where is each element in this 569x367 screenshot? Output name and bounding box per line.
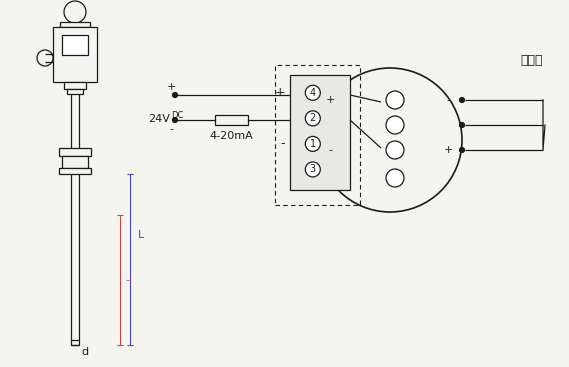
Bar (60, 22, 90, 27)
Text: -: - (281, 137, 285, 150)
Text: +: + (274, 86, 285, 99)
Text: -: - (328, 145, 332, 155)
Bar (71, 340, 79, 345)
Circle shape (306, 111, 320, 126)
Circle shape (460, 123, 464, 127)
Text: DC: DC (171, 112, 183, 120)
Bar (62, 35, 88, 55)
Text: +: + (443, 145, 453, 155)
Circle shape (306, 137, 320, 152)
Circle shape (37, 50, 53, 66)
Circle shape (306, 85, 320, 100)
Text: +: + (325, 95, 335, 105)
Text: 热电偶: 热电偶 (520, 54, 542, 66)
Text: 24V: 24V (148, 114, 170, 124)
Circle shape (386, 141, 404, 159)
Circle shape (172, 117, 178, 123)
Bar (275, 65, 360, 205)
Bar (53, 27, 97, 82)
Circle shape (172, 92, 178, 98)
Circle shape (64, 1, 86, 23)
Text: -: - (169, 124, 173, 134)
Text: d: d (81, 347, 88, 357)
Bar (59, 168, 91, 174)
Circle shape (306, 162, 320, 177)
Bar (67, 89, 83, 94)
Text: -: - (446, 95, 450, 105)
Text: 1: 1 (310, 139, 316, 149)
Circle shape (386, 116, 404, 134)
Text: +: + (166, 82, 176, 92)
Bar (59, 148, 91, 156)
Text: 2: 2 (310, 113, 316, 123)
Text: -: - (125, 275, 129, 285)
Bar (62, 156, 88, 168)
Text: 3: 3 (310, 164, 316, 174)
Circle shape (460, 98, 464, 102)
Text: L: L (138, 230, 145, 240)
Bar (290, 75, 350, 190)
Circle shape (386, 169, 404, 187)
Bar (64, 82, 86, 89)
Text: 4: 4 (310, 88, 316, 98)
Circle shape (460, 148, 464, 153)
Circle shape (386, 91, 404, 109)
Text: 4-20mA: 4-20mA (209, 131, 253, 141)
Bar (215, 115, 248, 125)
